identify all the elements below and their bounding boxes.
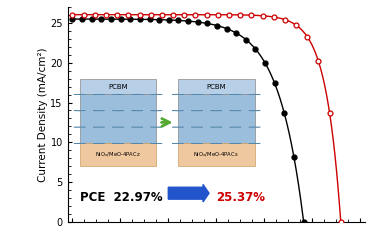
Polygon shape <box>112 143 124 144</box>
Bar <box>178 79 255 94</box>
Polygon shape <box>191 110 203 111</box>
Polygon shape <box>249 94 260 95</box>
Polygon shape <box>74 94 85 95</box>
Polygon shape <box>191 143 203 144</box>
Y-axis label: Current Density (mA/cm²): Current Density (mA/cm²) <box>38 47 47 182</box>
FancyArrow shape <box>168 185 209 202</box>
Polygon shape <box>131 110 143 111</box>
Polygon shape <box>249 110 260 111</box>
Polygon shape <box>249 143 260 144</box>
Polygon shape <box>211 143 222 144</box>
Polygon shape <box>172 143 184 144</box>
Polygon shape <box>93 143 105 144</box>
Polygon shape <box>229 110 241 111</box>
Polygon shape <box>112 94 124 95</box>
Polygon shape <box>191 94 203 95</box>
Polygon shape <box>93 110 105 111</box>
Bar <box>178 143 255 166</box>
Bar <box>80 94 156 143</box>
Text: 25.37%: 25.37% <box>216 191 265 204</box>
Polygon shape <box>229 143 241 144</box>
Text: NiO$_x$/MeO-4PACz: NiO$_x$/MeO-4PACz <box>95 150 141 159</box>
Polygon shape <box>131 143 143 144</box>
Polygon shape <box>93 94 105 95</box>
Polygon shape <box>150 143 162 144</box>
Polygon shape <box>112 110 124 111</box>
Polygon shape <box>150 94 162 95</box>
Polygon shape <box>211 110 222 111</box>
Bar <box>178 94 255 143</box>
Polygon shape <box>229 94 241 95</box>
Polygon shape <box>74 143 85 144</box>
Bar <box>80 143 156 166</box>
Text: PCE  22.97%: PCE 22.97% <box>80 191 162 204</box>
Text: PCBM: PCBM <box>108 84 128 89</box>
Polygon shape <box>150 110 162 111</box>
Bar <box>80 79 156 94</box>
Polygon shape <box>211 94 222 95</box>
Text: PCBM: PCBM <box>206 84 226 89</box>
Polygon shape <box>74 110 85 111</box>
Text: NiO$_x$/MeO-4PACs: NiO$_x$/MeO-4PACs <box>193 150 239 159</box>
Polygon shape <box>172 110 184 111</box>
Polygon shape <box>131 94 143 95</box>
Polygon shape <box>172 94 184 95</box>
